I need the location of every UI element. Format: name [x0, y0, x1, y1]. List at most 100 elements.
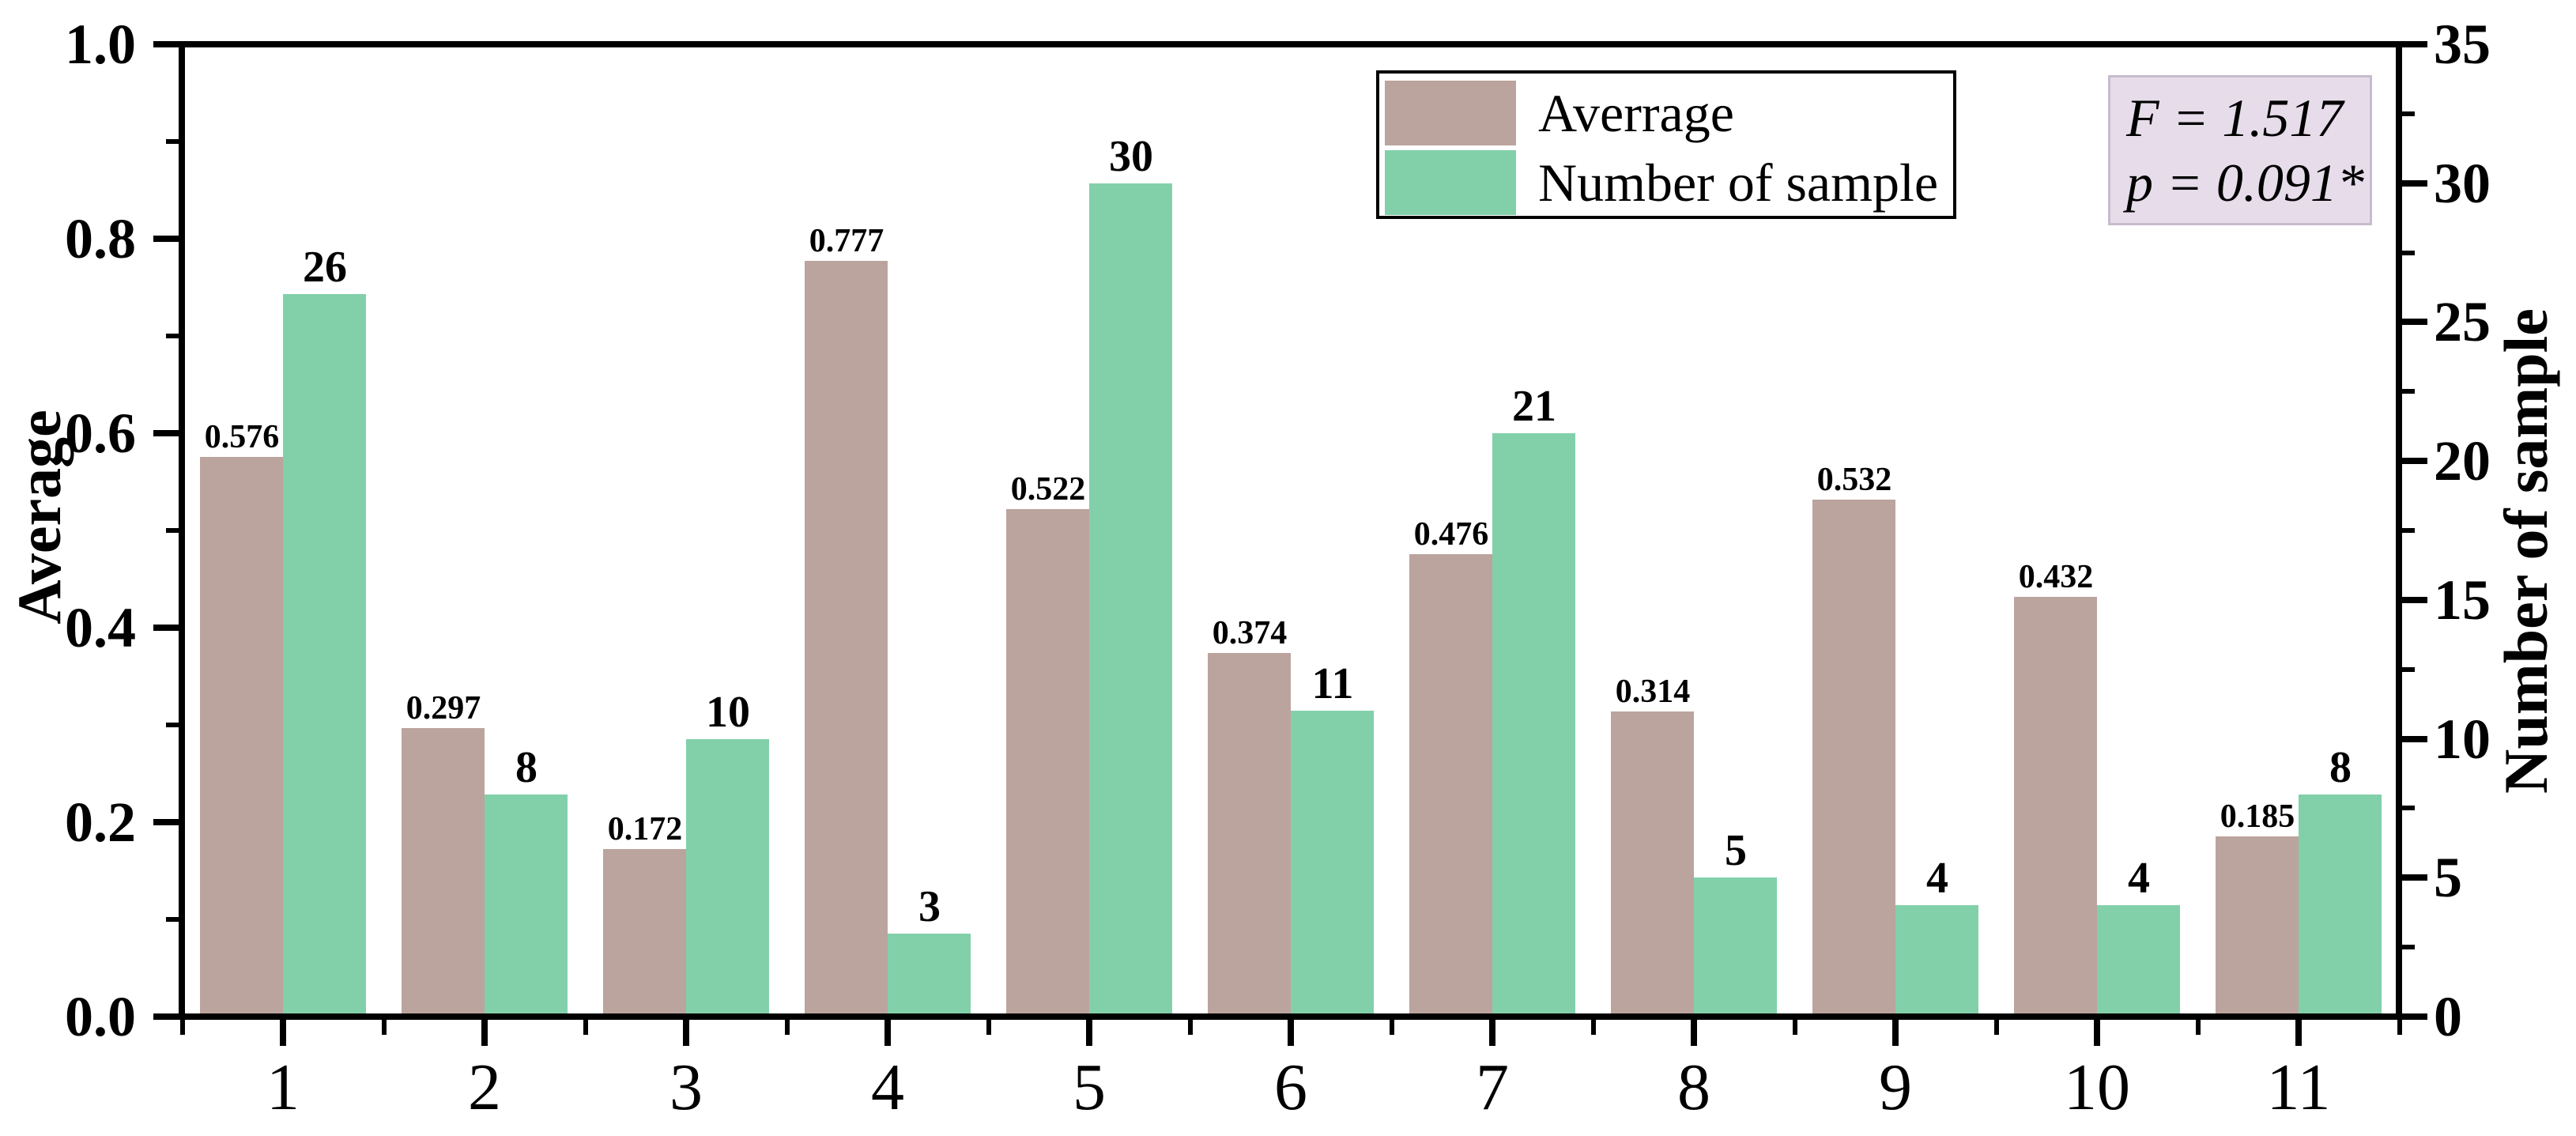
average-value-label: 0.432: [2018, 559, 2094, 595]
x-axis-tick-label: 4: [871, 1051, 904, 1124]
left-axis-major-tick: [153, 41, 182, 47]
sample-count-label: 3: [918, 882, 941, 931]
average-bar: [1006, 509, 1089, 1018]
right-axis-major-tick: [2399, 736, 2427, 742]
sample-count-bar: [283, 294, 366, 1018]
average-bar: [1812, 500, 1895, 1018]
left-axis-minor-tick: [166, 723, 182, 727]
sample-count-bar: [1089, 183, 1172, 1018]
left-axis-tick-label: 0.2: [65, 791, 136, 854]
right-axis-tick-label: 0: [2434, 985, 2462, 1048]
x-axis-tick-label: 10: [2064, 1051, 2130, 1124]
right-axis-major-tick: [2399, 1013, 2427, 1020]
left-axis-minor-tick: [166, 528, 182, 533]
sample-count-label: 11: [1311, 659, 1354, 708]
x-axis-major-tick: [1489, 1020, 1495, 1046]
x-axis-minor-tick: [986, 1020, 991, 1035]
average-value-label: 0.522: [1010, 471, 1086, 508]
x-axis-major-tick: [1691, 1020, 1697, 1046]
average-bar: [805, 261, 888, 1018]
left-axis-title: Average: [5, 409, 74, 625]
average-bar: [2014, 597, 2097, 1018]
legend-swatch: [1385, 81, 1516, 145]
sample-count-label: 30: [1109, 132, 1153, 181]
legend-label: Number of sample: [1538, 153, 1939, 213]
legend-item: Number of sample: [1385, 150, 1938, 215]
x-axis-tick-label: 8: [1677, 1051, 1710, 1124]
annotation-p-value: p = 0.091*: [2126, 153, 2364, 213]
x-axis-major-tick: [2295, 1020, 2302, 1046]
x-axis-major-tick: [2094, 1020, 2100, 1046]
average-value-label: 0.576: [204, 419, 280, 455]
average-value-label: 0.314: [1615, 674, 1691, 710]
x-axis-minor-tick: [1390, 1020, 1394, 1035]
legend-swatch: [1385, 150, 1516, 215]
right-axis-minor-tick: [2399, 945, 2415, 949]
right-axis-major-tick: [2399, 180, 2427, 187]
sample-count-label: 4: [1926, 854, 1948, 903]
x-axis-tick-label: 2: [468, 1051, 501, 1124]
x-axis-major-tick: [884, 1020, 891, 1046]
sample-count-label: 26: [303, 243, 347, 292]
x-axis-major-tick: [683, 1020, 689, 1046]
x-axis-tick-label: 11: [2266, 1051, 2331, 1124]
average-bar: [402, 728, 485, 1018]
average-bar: [1208, 653, 1291, 1018]
sample-count-label: 5: [1725, 826, 1747, 875]
x-axis-tick-label: 9: [1879, 1051, 1912, 1124]
left-axis-minor-tick: [166, 917, 182, 922]
sample-count-label: 4: [2128, 854, 2150, 903]
right-axis-tick-label: 15: [2434, 568, 2491, 632]
x-axis-major-tick: [1288, 1020, 1294, 1046]
right-axis-tick-label: 30: [2434, 152, 2491, 215]
sample-count-label: 8: [515, 743, 537, 792]
x-axis-major-tick: [280, 1020, 286, 1046]
average-bar: [2216, 836, 2299, 1018]
left-axis-tick-label: 0.6: [65, 402, 136, 465]
sample-count-bar: [2097, 905, 2180, 1018]
sample-count-bar: [485, 794, 568, 1018]
left-axis-major-tick: [153, 625, 182, 631]
sample-count-bar: [686, 739, 769, 1018]
right-axis-major-tick: [2399, 874, 2427, 881]
left-axis-major-tick: [153, 236, 182, 242]
right-axis-minor-tick: [2399, 389, 2415, 394]
x-axis-minor-tick: [382, 1020, 387, 1035]
left-axis-tick-label: 0.0: [65, 985, 136, 1048]
right-axis-tick-label: 20: [2434, 429, 2491, 493]
sample-count-label: 21: [1512, 382, 1556, 431]
right-axis-major-tick: [2399, 597, 2427, 603]
x-axis-major-tick: [481, 1020, 488, 1046]
x-axis-tick-label: 3: [669, 1051, 703, 1124]
x-axis-major-tick: [1892, 1020, 1899, 1046]
x-axis-minor-tick: [2196, 1020, 2201, 1035]
right-axis-title: Number of sample: [2491, 308, 2560, 794]
left-axis-minor-tick: [166, 139, 182, 144]
right-axis-major-tick: [2399, 319, 2427, 325]
average-value-label: 0.476: [1413, 516, 1489, 553]
x-axis-tick-label: 7: [1476, 1051, 1509, 1124]
right-axis-minor-tick: [2399, 251, 2415, 255]
sample-count-bar: [2299, 794, 2382, 1018]
x-axis-minor-tick: [1591, 1020, 1596, 1035]
left-axis-tick-label: 0.4: [65, 596, 136, 659]
x-axis-minor-tick: [1994, 1020, 1999, 1035]
sample-count-bar: [1694, 877, 1777, 1018]
average-value-label: 0.172: [607, 811, 683, 847]
right-axis-minor-tick: [2399, 806, 2415, 810]
x-axis-minor-tick: [785, 1020, 790, 1035]
average-bar: [1409, 554, 1492, 1018]
average-value-label: 0.532: [1816, 462, 1892, 498]
x-axis-tick-label: 6: [1274, 1051, 1307, 1124]
x-axis-tick-label: 1: [266, 1051, 300, 1124]
x-axis-minor-tick: [1793, 1020, 1797, 1035]
right-axis-minor-tick: [2399, 528, 2415, 533]
x-axis-tick-label: 5: [1073, 1051, 1106, 1124]
legend-item: Averrage: [1385, 81, 1734, 145]
average-value-label: 0.185: [2220, 798, 2295, 835]
annotation-box: F = 1.517 p = 0.091*: [2108, 75, 2372, 225]
legend: Averrage Number of sample: [1376, 70, 1956, 219]
average-bar: [1611, 711, 1694, 1018]
left-axis-major-tick: [153, 1013, 182, 1020]
